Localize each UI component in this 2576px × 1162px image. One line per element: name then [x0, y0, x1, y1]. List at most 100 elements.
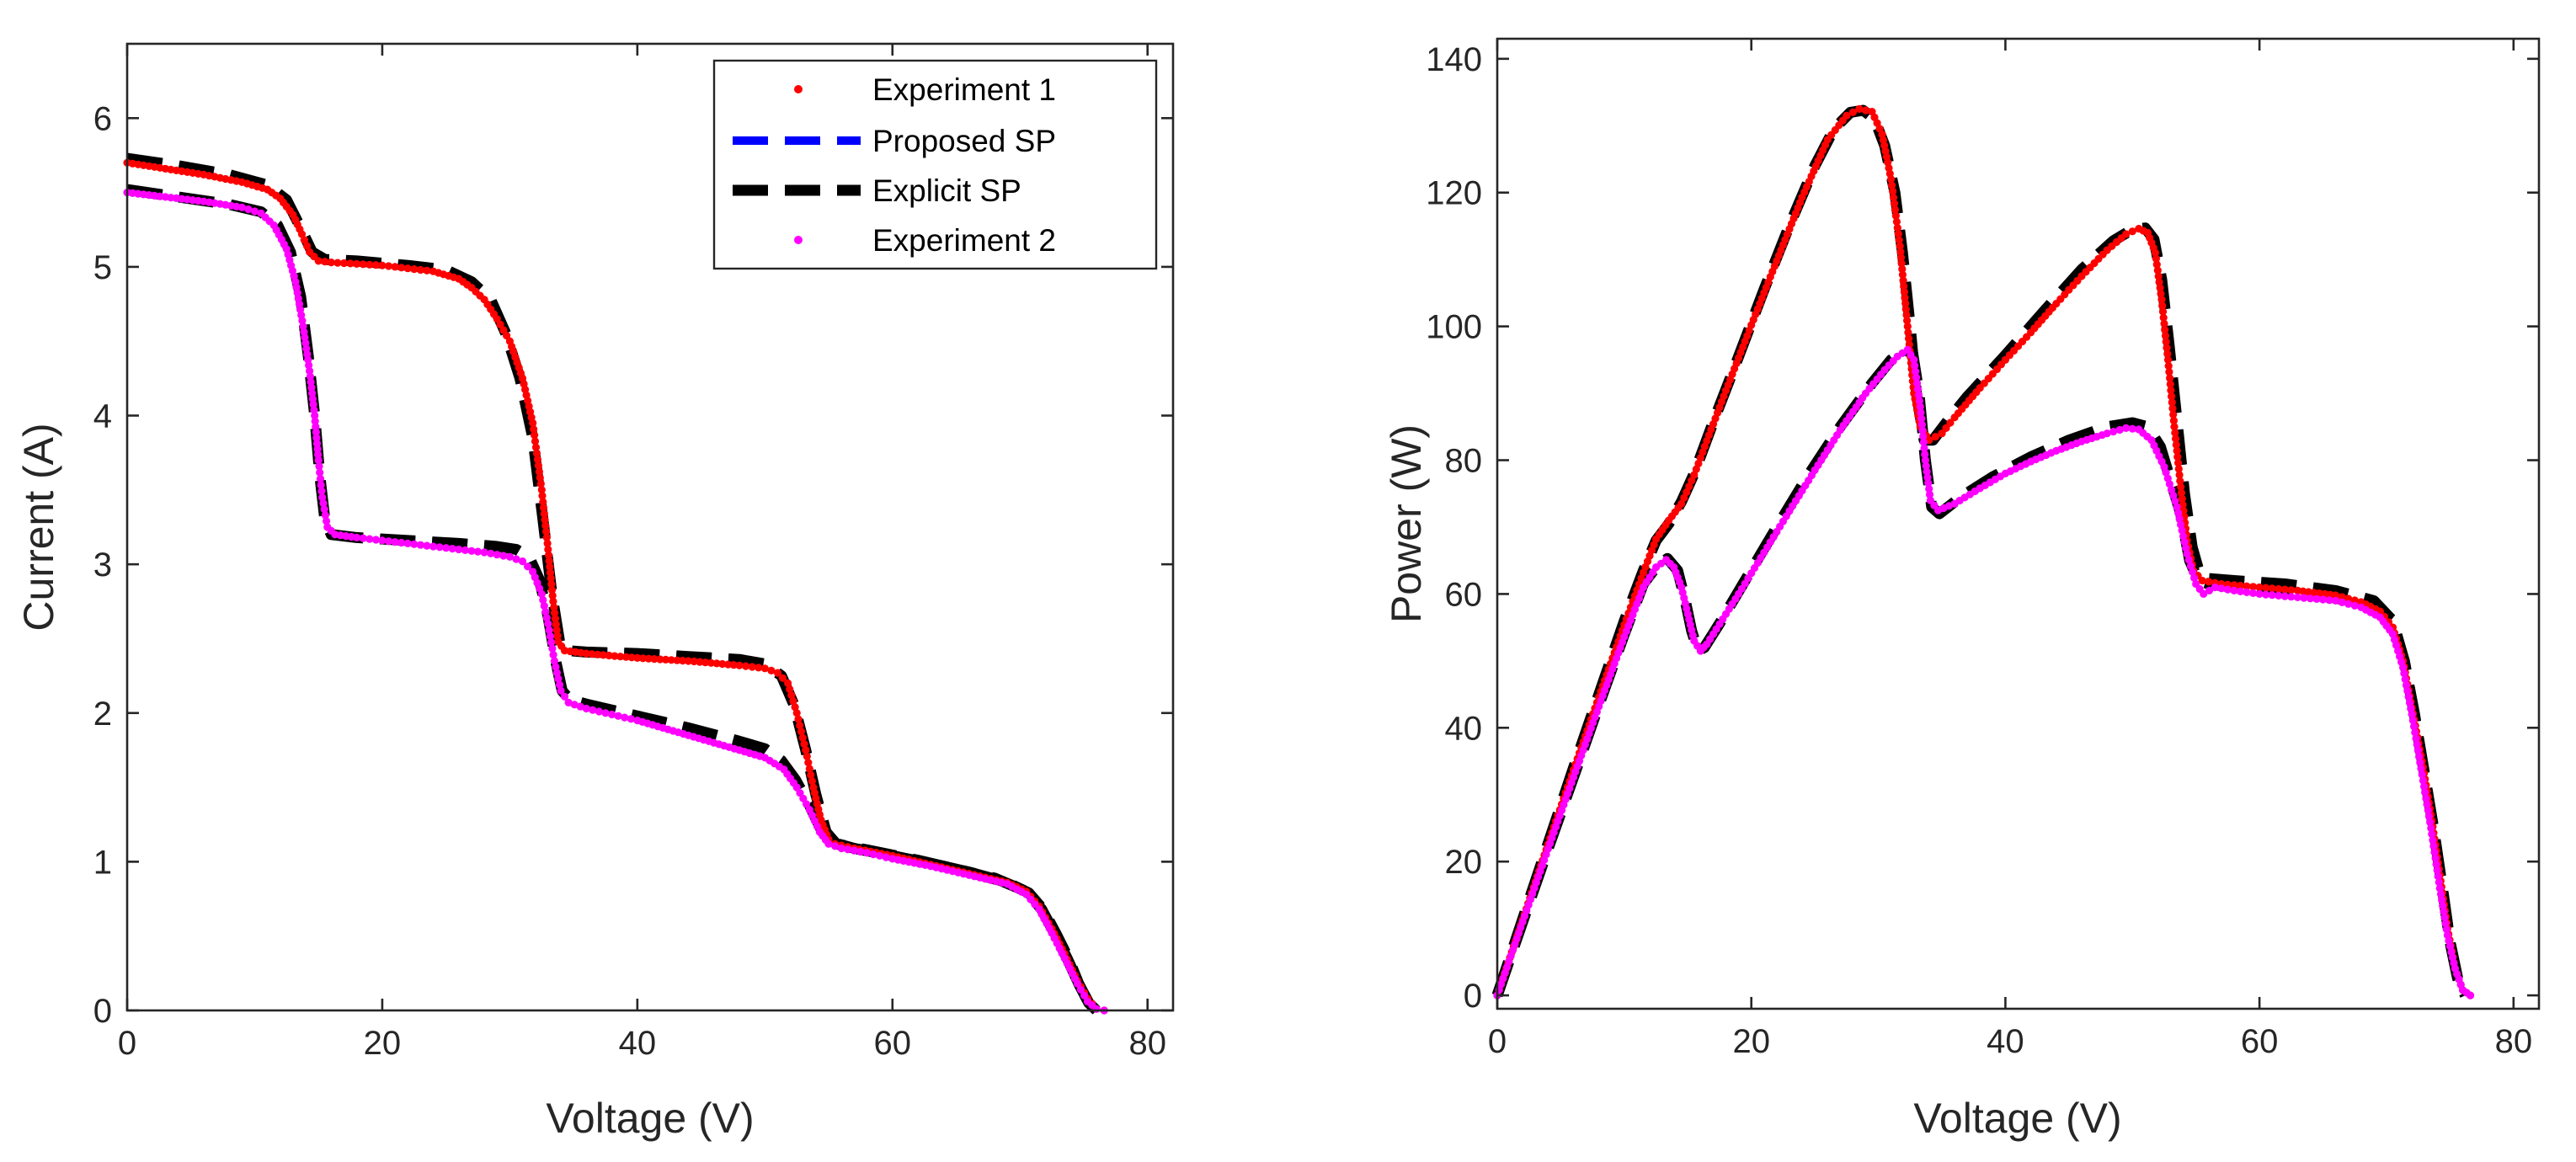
- pv-point-experiment-2: [1913, 379, 1922, 387]
- pv-point-experiment-2: [2435, 884, 2444, 893]
- iv-point-experiment-1: [773, 669, 782, 677]
- pv-point-experiment-1: [1685, 482, 1693, 491]
- pv-point-experiment-1: [2157, 296, 2166, 304]
- legend-label-experiment-2: Experiment 2: [872, 223, 1056, 258]
- pv-point-experiment-1: [2174, 459, 2183, 467]
- iv-point-experiment-1: [796, 721, 804, 730]
- pv-point-experiment-1: [2177, 482, 2185, 491]
- pv-point-experiment-1: [1898, 270, 1907, 279]
- pv-point-experiment-1: [1898, 264, 1907, 274]
- pv-point-experiment-2: [2433, 866, 2441, 875]
- pv-point-experiment-1: [2168, 392, 2176, 401]
- iv-point-experiment-1: [656, 655, 664, 664]
- iv-point-experiment-2: [312, 423, 320, 431]
- pv-x-tick-label: 60: [2241, 1023, 2279, 1060]
- pv-point-experiment-2: [2440, 908, 2448, 916]
- pv-y-tick-label: 140: [1426, 41, 1482, 78]
- iv-point-experiment-1: [546, 568, 555, 577]
- iv-point-experiment-2: [397, 538, 406, 547]
- iv-point-experiment-2: [595, 707, 604, 716]
- pv-point-experiment-1: [2122, 230, 2131, 238]
- iv-point-experiment-1: [353, 259, 361, 268]
- pv-point-experiment-2: [2200, 589, 2208, 599]
- pv-point-experiment-2: [2410, 722, 2419, 731]
- iv-point-experiment-2: [311, 411, 319, 420]
- pv-point-experiment-1: [2152, 254, 2160, 263]
- pv-point-experiment-1: [2160, 319, 2168, 328]
- pv-point-experiment-2: [2230, 586, 2238, 595]
- pv-point-experiment-1: [1900, 282, 1908, 290]
- iv-point-experiment-1: [621, 653, 631, 661]
- iv-point-experiment-1: [797, 728, 806, 736]
- pv-point-experiment-1: [2255, 583, 2264, 592]
- iv-point-experiment-1: [787, 691, 796, 700]
- iv-point-experiment-2: [1080, 991, 1089, 999]
- iv-point-experiment-1: [679, 657, 687, 665]
- pv-point-experiment-1: [2198, 576, 2206, 585]
- pv-point-experiment-1: [2128, 227, 2136, 236]
- iv-point-experiment-1: [543, 539, 552, 548]
- pv-point-experiment-2: [2350, 601, 2359, 610]
- iv-point-experiment-1: [539, 504, 548, 512]
- iv-point-experiment-1: [423, 266, 431, 275]
- pv-point-experiment-2: [2439, 902, 2447, 910]
- pv-point-experiment-1: [1903, 317, 1912, 325]
- pv-point-experiment-2: [1921, 456, 1929, 465]
- pv-point-experiment-1: [2280, 585, 2289, 594]
- iv-point-experiment-1: [778, 674, 787, 682]
- iv-point-experiment-1: [748, 663, 756, 671]
- iv-point-experiment-2: [312, 434, 321, 442]
- iv-point-experiment-1: [536, 473, 544, 482]
- iv-point-experiment-2: [547, 638, 556, 647]
- pv-point-experiment-2: [2427, 824, 2435, 833]
- iv-point-experiment-2: [537, 589, 546, 599]
- pv-point-experiment-1: [2262, 584, 2270, 592]
- pv-point-experiment-1: [2178, 494, 2186, 504]
- iv-point-experiment-2: [570, 701, 579, 709]
- pv-point-experiment-2: [2430, 848, 2439, 856]
- pv-point-experiment-2: [2401, 675, 2409, 684]
- iv-point-experiment-1: [650, 655, 659, 664]
- pv-x-tick-label: 80: [2495, 1023, 2533, 1060]
- pv-point-experiment-1: [2268, 584, 2276, 593]
- iv-point-experiment-2: [1092, 1005, 1101, 1013]
- pv-point-experiment-2: [1910, 355, 1918, 364]
- iv-point-experiment-2: [546, 632, 555, 641]
- iv-point-experiment-1: [533, 456, 542, 464]
- pv-point-experiment-1: [1905, 334, 1913, 343]
- pv-point-experiment-1: [1890, 200, 1899, 208]
- pv-point-experiment-2: [2412, 734, 2420, 743]
- pv-point-experiment-1: [2163, 349, 2172, 358]
- pv-point-experiment-2: [2249, 589, 2258, 598]
- pv-point-experiment-1: [1861, 106, 1870, 115]
- iv-point-experiment-1: [729, 661, 738, 669]
- iv-point-experiment-1: [755, 664, 763, 672]
- iv-point-experiment-1: [410, 265, 419, 274]
- pv-point-experiment-2: [1917, 408, 1925, 417]
- pv-point-experiment-2: [1923, 467, 1931, 476]
- iv-point-experiment-1: [633, 653, 642, 663]
- iv-point-experiment-1: [546, 562, 554, 571]
- iv-point-experiment-1: [588, 650, 596, 658]
- pv-point-experiment-2: [2421, 788, 2429, 797]
- pv-point-experiment-1: [1902, 311, 1911, 319]
- pv-point-experiment-1: [1893, 224, 1901, 232]
- iv-point-experiment-2: [312, 440, 322, 448]
- pv-point-experiment-2: [2438, 896, 2446, 904]
- iv-point-experiment-1: [784, 679, 792, 688]
- pv-point-experiment-1: [2166, 380, 2174, 388]
- pv-point-experiment-1: [2179, 500, 2187, 509]
- iv-point-experiment-1: [786, 685, 794, 694]
- pv-point-experiment-1: [1843, 111, 1851, 120]
- iv-point-experiment-2: [1076, 985, 1085, 994]
- iv-x-tick-label: 60: [874, 1025, 912, 1062]
- iv-point-experiment-2: [837, 844, 845, 853]
- pv-point-experiment-2: [2175, 514, 2184, 523]
- pv-point-experiment-1: [2171, 429, 2179, 437]
- iv-point-experiment-2: [844, 845, 852, 854]
- pv-point-experiment-2: [1925, 485, 1933, 493]
- pv-point-experiment-1: [2230, 581, 2238, 589]
- iv-point-experiment-2: [487, 549, 495, 557]
- iv-point-experiment-1: [391, 263, 399, 271]
- pv-point-experiment-1: [2153, 266, 2162, 275]
